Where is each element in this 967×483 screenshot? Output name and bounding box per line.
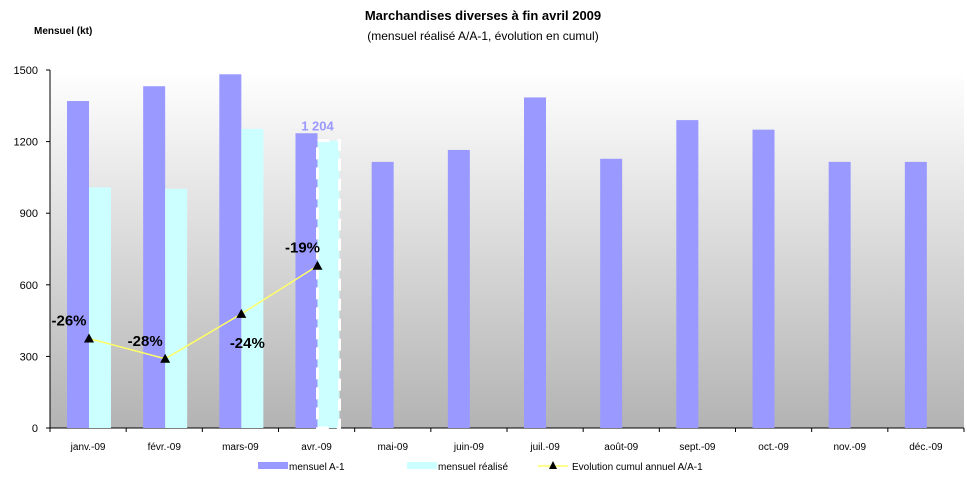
x-tick-label: sept.-09 bbox=[679, 442, 716, 453]
line-marker bbox=[160, 353, 171, 363]
legend-label: mensuel A-1 bbox=[289, 462, 345, 473]
x-tick-label: mai-09 bbox=[377, 442, 408, 453]
chart-subtitle: (mensuel réalisé A/A-1, évolution en cum… bbox=[367, 29, 598, 43]
y-axis-label: Mensuel (kt) bbox=[34, 26, 92, 37]
x-tick-label: déc.-09 bbox=[909, 442, 943, 453]
bar-mensuel-a-1 bbox=[67, 101, 89, 428]
x-tick-label: févr.-09 bbox=[148, 442, 182, 453]
bar-mensuel-a-1 bbox=[600, 158, 623, 428]
bar-mensuel-a-1 bbox=[676, 120, 699, 429]
line-data-label: -24% bbox=[230, 335, 265, 352]
y-tick-label: 600 bbox=[20, 280, 38, 292]
y-tick-label: 300 bbox=[20, 351, 38, 363]
x-tick-label: mars-09 bbox=[222, 442, 259, 453]
bar-mensuel-realise bbox=[316, 139, 341, 430]
bar-mensuel-a-1 bbox=[524, 97, 546, 429]
line-data-label: -26% bbox=[51, 313, 86, 330]
bar-mensuel-realise bbox=[89, 187, 111, 428]
legend-swatch bbox=[407, 462, 437, 469]
x-tick-label: juil.-09 bbox=[529, 442, 560, 453]
bar-mensuel-a-1 bbox=[371, 161, 394, 429]
legend: mensuel A-1 mensuel réalisé Evolution cumu… bbox=[258, 461, 703, 473]
bar-mensuel-a-1 bbox=[904, 161, 927, 429]
bar-mensuel-a-1 bbox=[752, 129, 775, 428]
x-tick-label: janv.-09 bbox=[70, 442, 106, 453]
x-tick-label: juin-09 bbox=[453, 442, 484, 453]
line-data-label: -28% bbox=[128, 333, 163, 350]
legend-label: mensuel réalisé bbox=[438, 462, 508, 473]
highlight-value-label: 1 204 bbox=[301, 119, 334, 134]
bar-mensuel-realise bbox=[241, 128, 264, 428]
x-tick-label: nov.-09 bbox=[833, 442, 866, 453]
line-marker bbox=[236, 308, 247, 318]
chart-title: Marchandises diverses à fin avril 2009 bbox=[365, 8, 601, 23]
bar-mensuel-realise bbox=[165, 188, 188, 428]
y-tick-label: 900 bbox=[20, 208, 38, 220]
plot-background bbox=[50, 70, 964, 428]
x-tick-label: oct.-09 bbox=[758, 442, 789, 453]
x-tick-label: avr.-09 bbox=[301, 442, 332, 453]
bar-mensuel-a-1 bbox=[447, 149, 470, 428]
line-marker bbox=[312, 260, 323, 270]
bar-mensuel-a-1 bbox=[295, 133, 318, 428]
legend-swatch bbox=[258, 462, 288, 469]
y-tick-label: 1500 bbox=[14, 65, 38, 77]
line-data-label: -19% bbox=[285, 240, 320, 257]
x-tick-label: août-09 bbox=[604, 442, 638, 453]
line-evolution-cumul bbox=[88, 265, 318, 360]
bar-mensuel-a-1 bbox=[143, 86, 166, 428]
legend-label: Evolution cumul annuel A/A-1 bbox=[572, 462, 703, 473]
y-tick-label: 0 bbox=[32, 423, 38, 435]
y-tick-label: 1200 bbox=[14, 137, 38, 149]
bar-mensuel-a-1 bbox=[828, 161, 851, 429]
line-marker bbox=[84, 333, 94, 343]
legend-marker bbox=[549, 461, 557, 469]
bar-mensuel-a-1 bbox=[219, 74, 242, 429]
